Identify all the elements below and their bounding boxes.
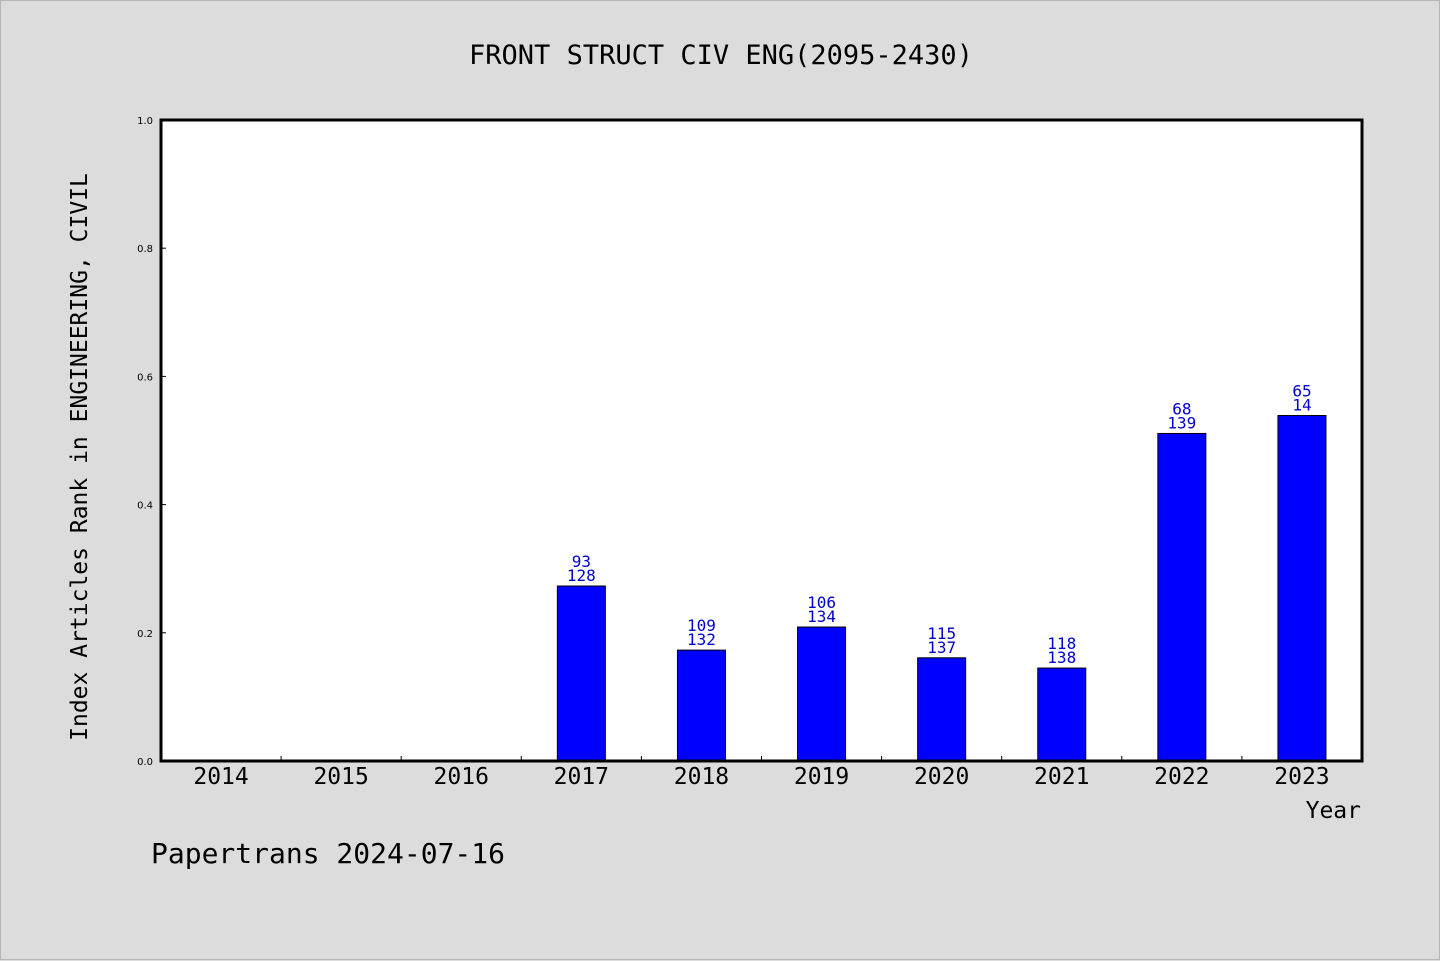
data-label-top: 65 — [1292, 382, 1311, 401]
data-label-top: 118 — [1047, 634, 1076, 653]
data-label-bottom: 134 — [807, 607, 836, 626]
data-label-bottom: 139 — [1167, 413, 1196, 432]
x-tick-label: 2022 — [1154, 764, 1209, 790]
bars-group — [556, 415, 1327, 762]
bar — [1277, 415, 1327, 762]
y-tick-label: 1.0 — [137, 116, 153, 127]
data-label-bottom: 137 — [927, 638, 956, 657]
bar — [1037, 667, 1087, 762]
x-ticks-group: 2014 2015 2016 2017 2018 2019 2020 2021 2022 2023 — [193, 756, 1330, 790]
x-tick-label: 2016 — [434, 764, 489, 790]
x-tick-label: 2014 — [193, 764, 248, 790]
bar — [556, 585, 606, 762]
data-label-bottom: 132 — [687, 630, 716, 649]
bar — [1157, 432, 1207, 762]
bar — [917, 657, 967, 762]
x-tick-label: 2020 — [914, 764, 969, 790]
y-tick-label: 0.8 — [137, 244, 153, 255]
x-tick-label: 2018 — [674, 764, 729, 790]
footer-text: Papertrans 2024-07-16 — [151, 837, 505, 870]
y-axis-label: Index Articles Rank in ENGINEERING, CIVI… — [67, 173, 93, 741]
plot-border — [159, 118, 1364, 763]
chart-title: FRONT STRUCT CIV ENG(2095-2430) — [469, 40, 973, 71]
data-label-bottom: 14 — [1292, 396, 1311, 415]
data-label-top: 115 — [927, 624, 956, 643]
bar — [676, 649, 726, 762]
x-tick-label: 2023 — [1274, 764, 1329, 790]
data-label-bottom: 128 — [567, 566, 596, 585]
data-label-top: 109 — [687, 616, 716, 635]
y-tick-label: 0.2 — [137, 629, 153, 640]
x-tick-label: 2021 — [1034, 764, 1089, 790]
x-tick-label: 2019 — [794, 764, 849, 790]
data-label-top: 93 — [572, 552, 591, 571]
y-tick-label: 0.6 — [137, 372, 153, 383]
x-tick-label: 2015 — [313, 764, 368, 790]
data-label-bottom: 138 — [1047, 648, 1076, 667]
y-tick-label: 0.4 — [137, 501, 153, 512]
bar — [797, 626, 847, 762]
x-tick-label: 2017 — [554, 764, 609, 790]
x-axis-label: Year — [1306, 798, 1361, 824]
data-label-top: 68 — [1172, 399, 1191, 418]
data-label-top: 106 — [807, 593, 836, 612]
y-tick-label: 0.0 — [137, 757, 153, 768]
